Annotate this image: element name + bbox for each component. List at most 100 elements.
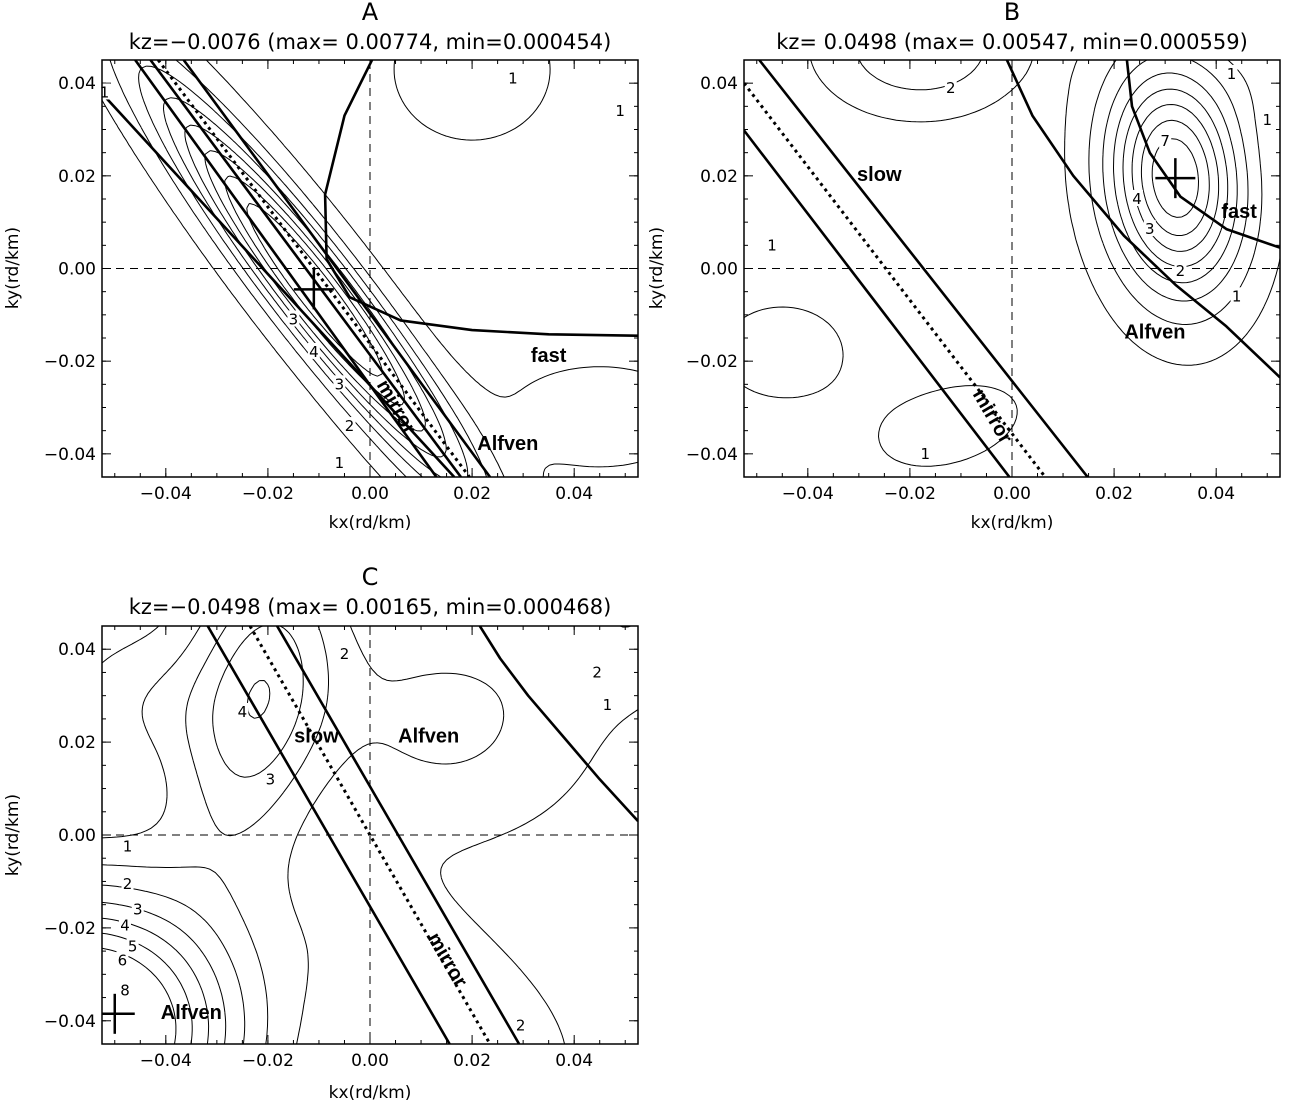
fast-curve (1125, 60, 1280, 249)
alfven-label: Alfven (398, 726, 459, 748)
contour-level-8 (1151, 138, 1199, 218)
contour-label-bg (766, 236, 779, 253)
contour-label: 4 (1132, 190, 1142, 208)
alfven-label: Alfven (477, 433, 538, 455)
ytick-label: 0.00 (700, 260, 738, 280)
xtick-label: 0.04 (555, 1051, 593, 1071)
panel-b-wave-curves (744, 60, 1280, 477)
panel-b-ylabel: ky(rd/km) (647, 227, 667, 309)
slow-curve (275, 626, 521, 1044)
ytick-label: 0.04 (58, 74, 96, 94)
panel-b-labels: 2 1 1 1 1 1 2 34 7 slow fast Alfven mirror (766, 64, 1274, 463)
contour-label: 2 (516, 1016, 526, 1034)
contour-label-bg (333, 454, 346, 471)
contour-label-bg (591, 663, 604, 680)
contour-label-bg (1159, 132, 1172, 149)
contour-label: 1 (508, 70, 518, 88)
ytick-label: 0.04 (700, 74, 738, 94)
ytick-label: −0.02 (44, 352, 96, 372)
fast-label: fast (531, 345, 567, 367)
ytick-label: −0.02 (686, 352, 738, 372)
contour-label: 1 (615, 102, 625, 120)
contour-label: 1 (335, 454, 345, 472)
panel-a: A kz=−0.0076 (max= 0.00774, min=0.000454… (3, 0, 639, 533)
xtick-label: −0.04 (140, 1051, 192, 1071)
panel-c: C kz=−0.0498 (max= 0.00165, min=0.000468… (3, 563, 639, 1103)
contour-level-4 (163, 97, 469, 477)
ytick-label: 0.04 (58, 640, 96, 660)
contour-label: 2 (1176, 262, 1186, 280)
panel-a-frame (101, 59, 639, 478)
slow-curve (758, 60, 1089, 477)
contour-label-bg (919, 444, 932, 461)
contour-level-6 (102, 917, 210, 1044)
contour-label: 1 (603, 696, 613, 714)
slow-curve (149, 60, 462, 477)
fast-curve (323, 60, 638, 337)
contour-label-bg (506, 69, 519, 86)
contour-label: 1 (1232, 287, 1242, 305)
contour-label: 2 (123, 875, 133, 893)
contour-label-bg (1261, 111, 1274, 128)
contour-label: 1 (920, 445, 930, 463)
contour-label: 1 (1227, 65, 1237, 83)
contour-label: 7 (1160, 132, 1170, 150)
ytick-label: 0.02 (700, 167, 738, 187)
panel-a-labels: 1 1 1 1 2 343 fast Alfven mirror (98, 69, 627, 472)
panel-a-letter: A (362, 0, 379, 26)
ytick-label: 0.02 (58, 733, 96, 753)
panel-c-letter: C (362, 563, 379, 591)
slow-curve (102, 92, 456, 477)
panel-c-contours (102, 626, 638, 1044)
contour-label-bg (1225, 64, 1238, 81)
panel-b-xlabel: kx(rd/km) (971, 513, 1054, 533)
contour-label-bg (287, 310, 300, 327)
contour-label-bg (1230, 287, 1243, 304)
contour-label-bg (1131, 190, 1144, 206)
mirror-curve (248, 626, 492, 1044)
contour-label: 6 (118, 951, 128, 969)
xtick-label: −0.02 (884, 484, 936, 504)
panel-a-subtitle: kz=−0.0076 (max= 0.00774, min=0.000454) (129, 30, 612, 54)
panel-c-axes: −0.04 −0.02 0.00 0.02 0.04 0.04 0.02 0.00 −0.02 −… (44, 626, 638, 1071)
contour-label: 4 (120, 917, 130, 935)
contour-label: 5 (128, 937, 138, 955)
slow-label: slow (857, 164, 902, 186)
contour-label: 8 (120, 982, 130, 1000)
contour-level-1 (744, 60, 1280, 467)
ytick-label: 0.00 (58, 826, 96, 846)
panel-c-wave-curves (206, 626, 638, 1044)
xtick-label: −0.02 (242, 1051, 294, 1071)
ytick-label: −0.04 (686, 445, 738, 465)
mirror-curve (156, 60, 471, 477)
contour-label: 3 (133, 900, 143, 918)
contour-label-bg (118, 981, 131, 998)
contour-label-bg (614, 101, 627, 118)
xtick-label: 0.00 (351, 484, 389, 504)
contour-label-bg (126, 937, 139, 954)
contour-level-2 (858, 60, 1263, 325)
contour-label-bg (514, 1016, 527, 1033)
panel-c-ylabel: ky(rd/km) (3, 794, 23, 876)
contour-label: 3 (289, 310, 299, 328)
mirror-label: mirror (423, 929, 472, 991)
panel-a-ylabel: ky(rd/km) (3, 227, 23, 309)
contour-label-bg (343, 417, 356, 434)
contour-level-7 (1140, 119, 1210, 236)
alfven-curve (134, 60, 438, 477)
contour-label-bg (338, 644, 351, 661)
contour-label: 2 (345, 417, 355, 435)
panel-a-axes: −0.04 −0.02 0.00 0.02 0.04 0.04 0.02 0.00 −0.02 −… (44, 60, 638, 504)
mirror-label: mirror (372, 376, 421, 438)
contour-label-bg (1143, 220, 1156, 237)
xtick-label: 0.00 (351, 1051, 389, 1071)
contour-label: 4 (238, 703, 248, 721)
contour-label-bg (601, 695, 614, 712)
contour-label-bg (131, 900, 144, 917)
contour-label-bg (944, 78, 957, 95)
xtick-label: 0.00 (993, 484, 1031, 504)
contour-label: 1 (123, 838, 133, 856)
contour-label: 2 (340, 645, 350, 663)
contour-level-3 (1102, 60, 1249, 302)
